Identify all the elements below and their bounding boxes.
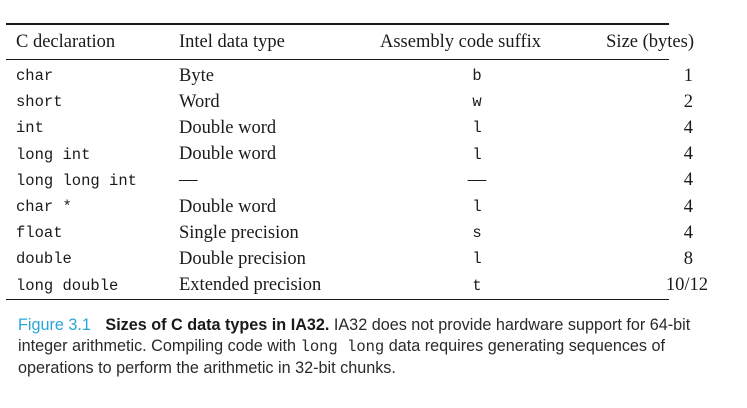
c-declaration-cell: int [16,119,44,138]
c-declaration-cell: long int [16,145,91,164]
table-header-row: C declaration Intel data type Assembly c… [6,25,700,59]
data-types-table: C declaration Intel data type Assembly c… [6,25,700,59]
suffix-cell: l [472,198,482,217]
header-intel-data-type: Intel data type [179,31,285,52]
size-cell: 4 [683,196,693,217]
intel-type-cell: Double word [179,117,277,138]
intel-type-cell: Double word [179,196,277,217]
c-declaration-cell: long long int [16,171,137,190]
suffix-cell: l [472,119,482,138]
intel-type-cell: Word [179,91,220,112]
suffix-cell: w [472,93,482,112]
table-row: float Single precision s 4 [6,220,734,246]
figure-title: Sizes of C data types in IA32. [105,316,330,334]
c-declaration-cell: double [16,250,72,269]
suffix-cell: l [472,145,482,164]
intel-type-cell: Double precision [179,248,306,269]
table-row: long double Extended precision t 10/12 [6,273,734,299]
c-declaration-cell: char * [16,198,72,217]
table-header-rule [6,59,669,60]
table-top-rule [6,23,669,25]
figure-caption: Figure 3.1 Sizes of C data types in IA32… [18,315,730,379]
intel-type-cell: Extended precision [179,275,322,296]
table-row: long long int — — 4 [6,168,734,194]
intel-type-cell: — [179,170,198,191]
figure-label: Figure 3.1 [18,316,91,334]
suffix-cell: s [472,224,482,243]
suffix-cell: t [472,276,482,295]
size-cell: 8 [683,248,693,269]
caption-text-after-code: data requires generating sequences of op… [18,337,666,377]
suffix-cell: b [472,67,482,86]
c-declaration-cell: char [16,67,54,86]
intel-type-cell: Byte [179,65,214,86]
intel-type-cell: Double word [179,144,277,165]
size-cell: 4 [683,144,693,165]
size-cell: 4 [683,117,693,138]
header-c-declaration: C declaration [16,31,116,52]
caption-code: long long [300,338,385,356]
c-declaration-cell: long double [16,276,119,295]
c-declaration-cell: float [16,224,63,243]
data-types-table-container: C declaration Intel data type Assembly c… [6,23,708,300]
c-declaration-cell: short [16,93,63,112]
table-row: char Byte b 1 [6,60,734,89]
intel-type-cell: Single precision [179,222,299,243]
suffix-cell: — [467,170,487,191]
size-cell: 4 [683,170,693,191]
header-size-bytes: Size (bytes) [606,31,694,52]
table-row: char * Double word l 4 [6,194,734,220]
size-cell: 1 [683,65,693,86]
table-row: int Double word l 4 [6,115,734,141]
size-cell: 4 [683,222,693,243]
data-types-table-body: char Byte b 1 short Word w 2 int Double … [6,60,734,299]
caption-text-before-code: IA32 does not provide hardware support f… [18,316,691,355]
table-row: double Double precision l 8 [6,246,734,272]
table-bottom-rule [6,298,669,300]
table-row: long int Double word l 4 [6,142,734,168]
size-cell: 10/12 [665,275,708,296]
header-assembly-suffix: Assembly code suffix [380,31,541,52]
suffix-cell: l [472,250,482,269]
table-row: short Word w 2 [6,89,734,115]
size-cell: 2 [683,91,693,112]
